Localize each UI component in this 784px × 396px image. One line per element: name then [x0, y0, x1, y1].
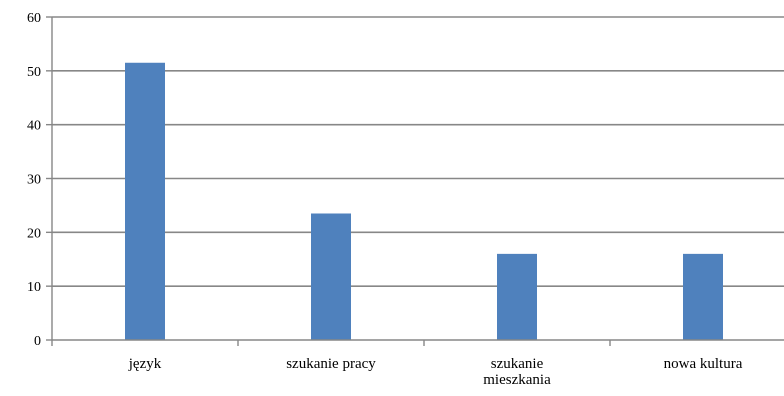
bars — [125, 62, 723, 341]
y-tick-label: 10 — [27, 280, 41, 295]
y-tick-label: 30 — [27, 173, 41, 188]
x-category-label: nowa kultura — [664, 356, 743, 372]
x-category-label: szukanie pracy — [286, 356, 376, 372]
y-tick-label: 0 — [34, 334, 41, 349]
gridlines — [52, 16, 784, 287]
y-tick-label: 50 — [27, 65, 41, 80]
bar-2 — [497, 253, 537, 340]
y-tick-label: 60 — [27, 11, 41, 26]
x-category-label: szukanie — [491, 356, 544, 372]
y-tick-label: 40 — [27, 119, 41, 134]
x-category-label: mieszkania — [483, 372, 551, 388]
y-tick-label: 20 — [27, 226, 41, 241]
bar-0 — [125, 62, 165, 341]
bar-3 — [683, 253, 723, 340]
y-tick-labels: 0 10 20 30 40 50 60 — [27, 11, 41, 349]
x-category-label: język — [128, 356, 162, 372]
bar-1 — [311, 213, 351, 340]
axes — [46, 16, 784, 346]
